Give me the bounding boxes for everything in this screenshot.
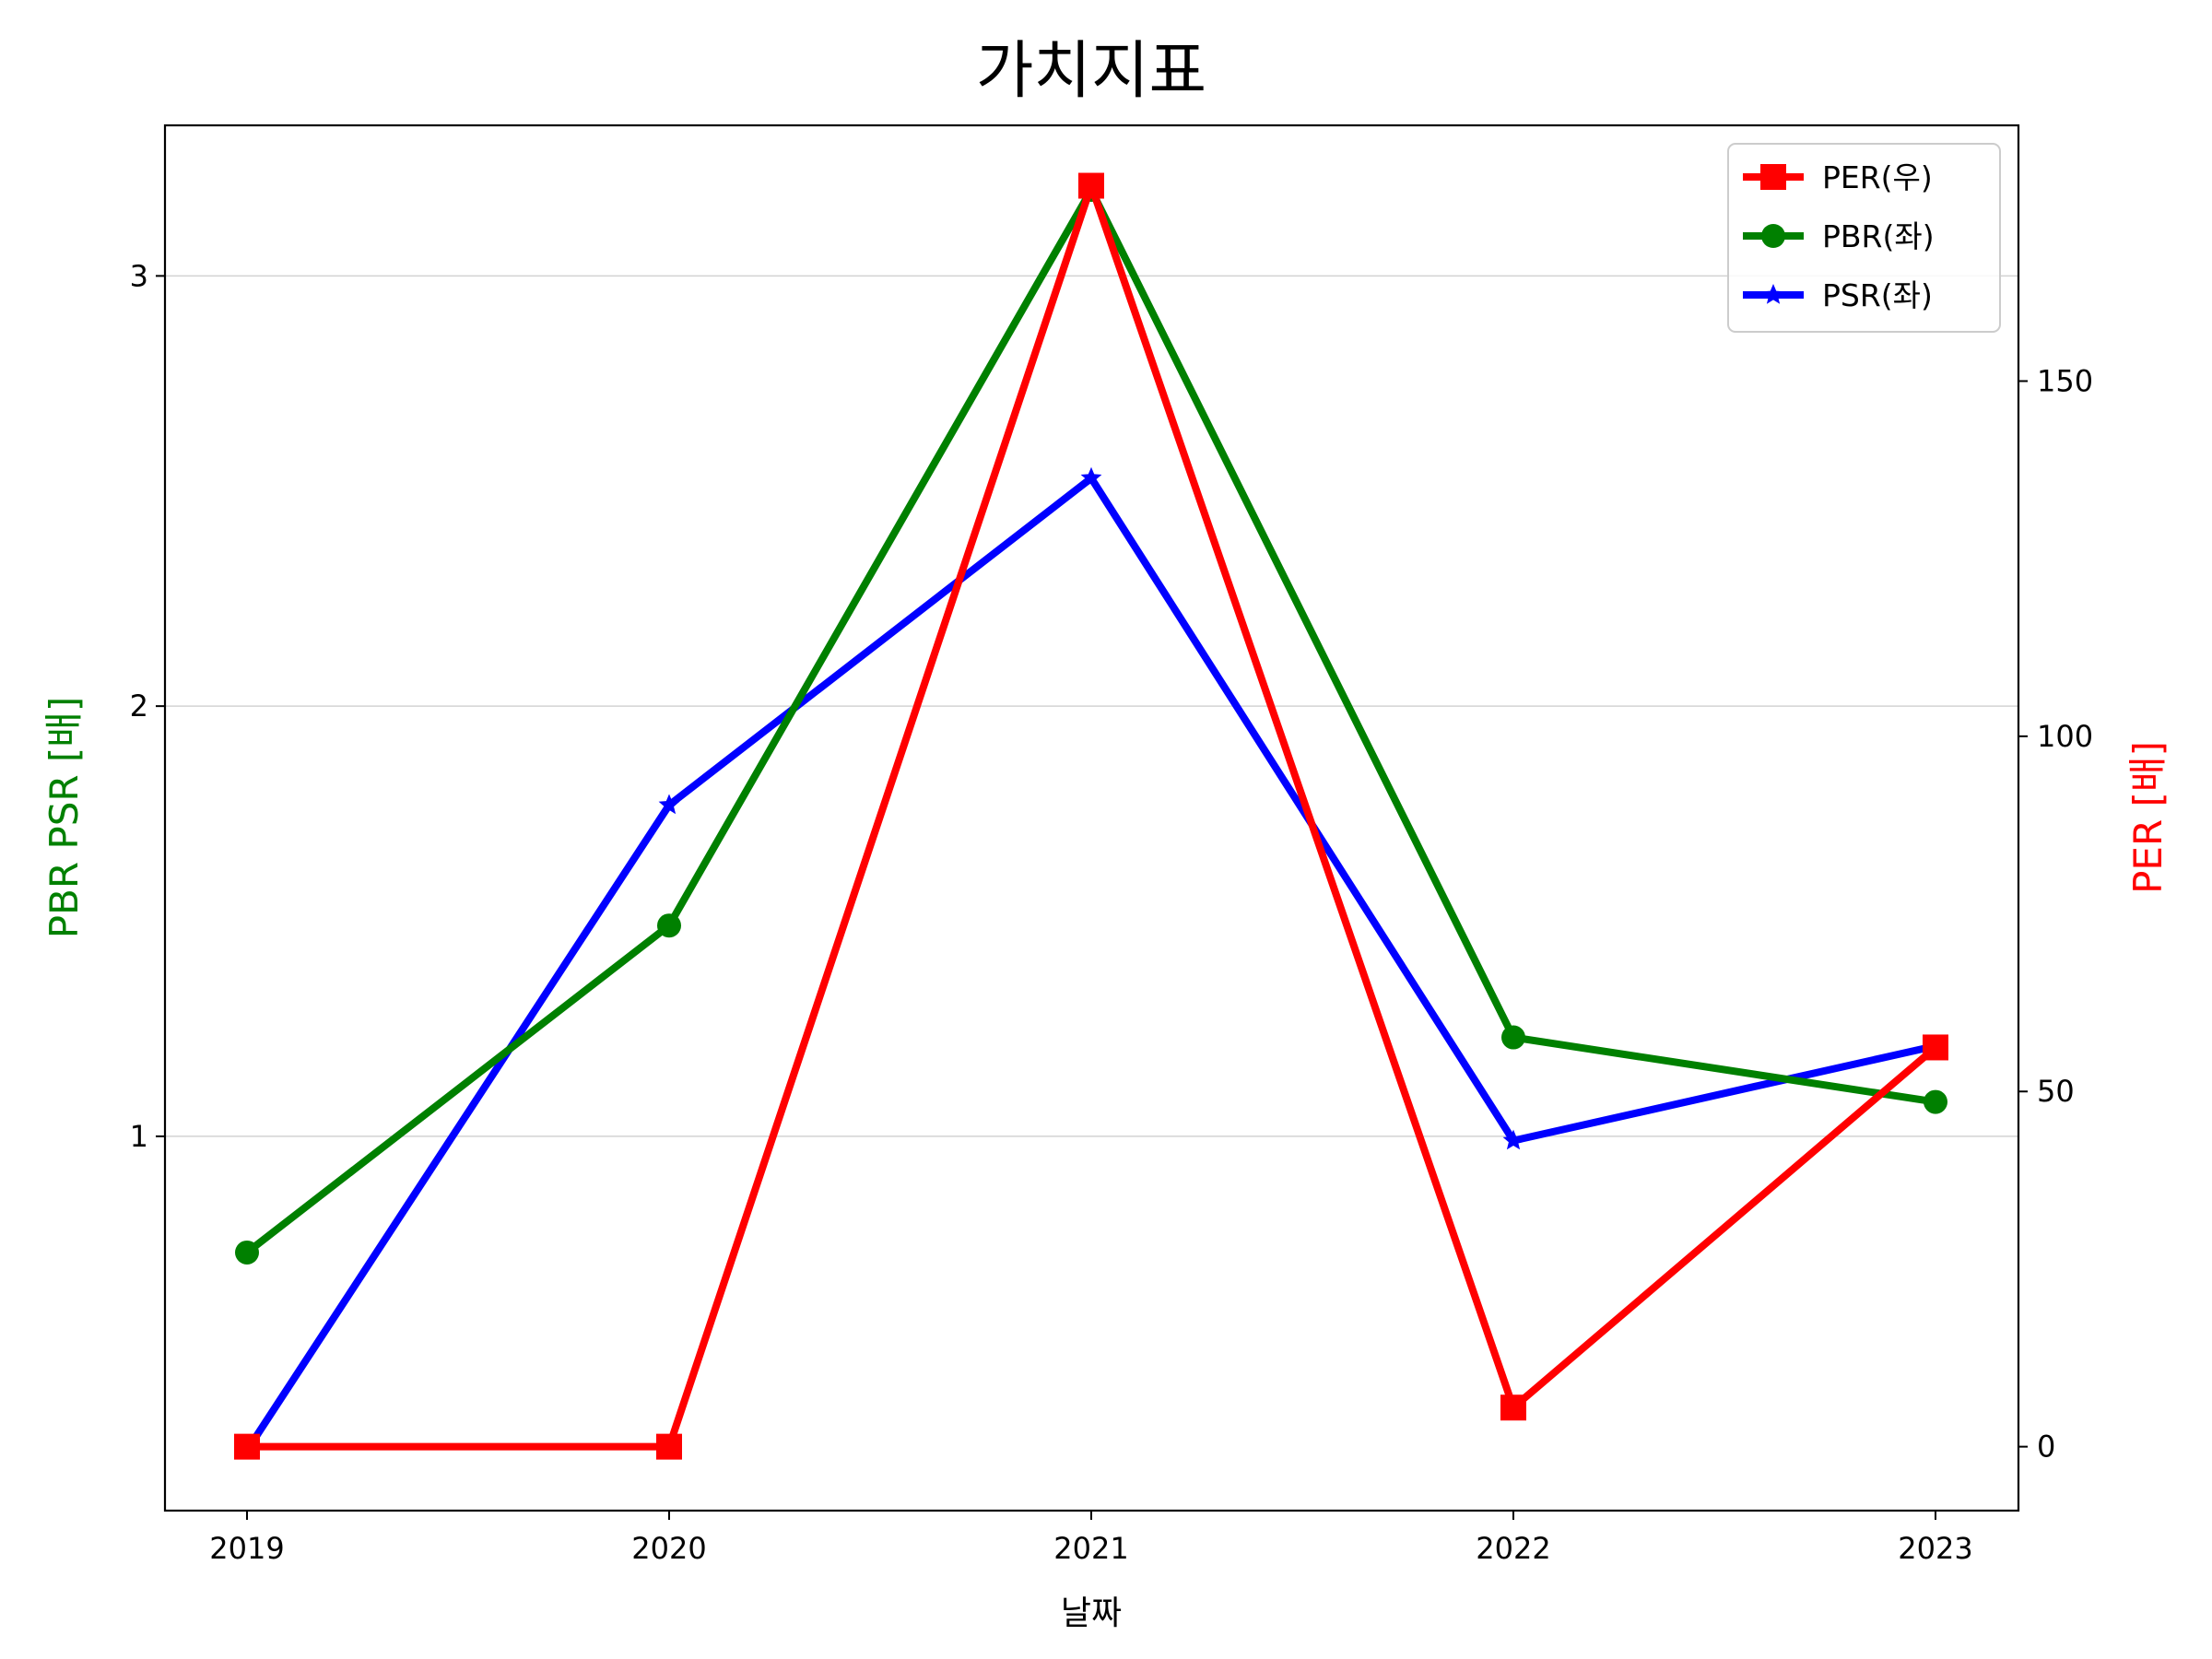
data-point-psr — [1502, 1129, 1524, 1150]
y-right-tick-label: 0 — [2037, 1430, 2055, 1465]
data-point-per — [1078, 172, 1104, 199]
data-point-pbr — [235, 1240, 259, 1265]
legend-box — [1727, 143, 2001, 333]
data-point-psr — [1080, 466, 1102, 488]
chart-title: 가치지표 — [976, 35, 1206, 108]
data-point-per — [1923, 1034, 1948, 1061]
y-axis-right-label: PER [배] — [2125, 741, 2171, 894]
legend-label-pbr: PBR(좌) — [1822, 218, 1935, 254]
y-right-tick-label: 150 — [2037, 363, 2093, 398]
data-point-pbr — [1924, 1089, 1947, 1114]
x-axis-label: 날짜 — [1061, 1594, 1122, 1632]
gridlines — [165, 275, 2018, 1137]
x-tick-label: 2022 — [1476, 1531, 1550, 1566]
legend-marker-per — [1760, 164, 1786, 190]
data-point-per — [234, 1433, 260, 1460]
data-point-psr — [658, 794, 680, 815]
y-right-tick-label: 100 — [2037, 719, 2093, 754]
y-right-tick-label: 50 — [2037, 1074, 2075, 1109]
axes: 1 2 3 0 50 100 150 2019 2020 2021 2022 2023 — [130, 258, 2093, 1566]
x-tick-label: 2023 — [1898, 1531, 1972, 1566]
y-axis-left-label: PBR PSR [배] — [41, 697, 87, 939]
legend-label-psr: PSR(좌) — [1822, 277, 1933, 313]
x-tick-label: 2019 — [209, 1531, 284, 1566]
x-tick-label: 2020 — [631, 1531, 706, 1566]
legend: PER(우) PBR(좌) PSR(좌) — [1727, 143, 2001, 333]
y-left-tick-label: 3 — [130, 258, 148, 293]
data-point-per — [1500, 1394, 1526, 1421]
legend-label-per: PER(우) — [1822, 159, 1933, 195]
y-left-tick-label: 2 — [130, 688, 148, 724]
legend-marker-pbr — [1761, 224, 1785, 248]
x-tick-label: 2021 — [1053, 1531, 1128, 1566]
data-point-pbr — [1501, 1025, 1525, 1050]
data-point-per — [656, 1433, 682, 1460]
y-left-tick-label: 1 — [130, 1119, 148, 1154]
series-lines — [234, 172, 1948, 1460]
data-point-pbr — [657, 913, 681, 938]
legend-marker-psr — [1762, 284, 1784, 304]
